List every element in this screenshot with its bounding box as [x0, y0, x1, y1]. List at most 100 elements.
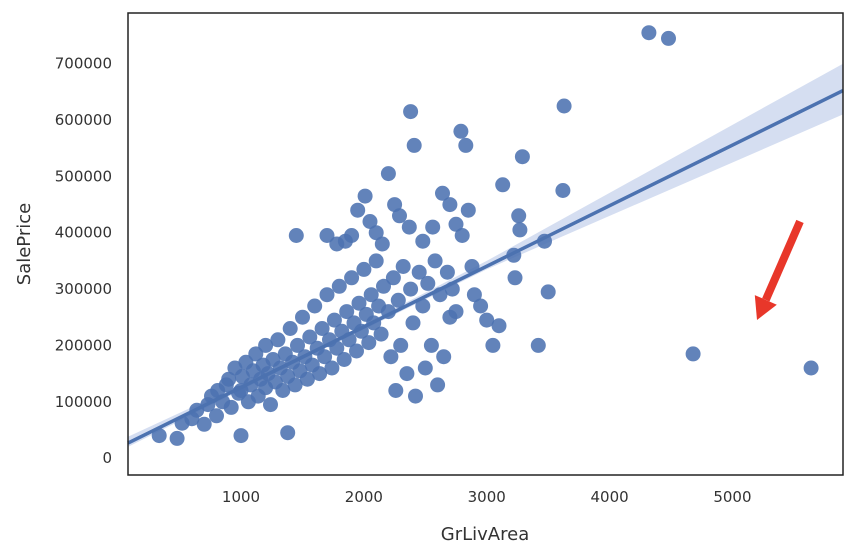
data-point — [453, 123, 469, 139]
y-tick-label: 700000 — [55, 55, 112, 73]
data-point — [556, 98, 572, 114]
data-point — [466, 287, 482, 303]
data-point — [356, 261, 372, 277]
data-point — [555, 183, 571, 198]
data-point — [495, 177, 511, 193]
data-point — [329, 340, 345, 356]
data-point — [511, 208, 527, 224]
data-point — [196, 416, 212, 432]
data-point — [324, 360, 340, 376]
y-tick-label: 600000 — [55, 111, 112, 129]
data-point — [351, 295, 367, 311]
x-tick-label: 3000 — [468, 488, 506, 506]
x-axis-label: GrLivArea — [441, 524, 529, 545]
points-layer — [151, 25, 819, 446]
data-point — [540, 284, 556, 300]
data-point — [401, 219, 417, 235]
data-point — [436, 349, 452, 365]
y-tick-label: 400000 — [55, 224, 112, 242]
data-point — [209, 408, 224, 424]
data-point — [530, 337, 546, 353]
data-point — [415, 233, 431, 249]
x-tick-label: 2000 — [345, 488, 383, 506]
data-point — [473, 298, 489, 314]
data-point — [374, 236, 390, 252]
data-point — [223, 399, 239, 415]
data-point — [380, 166, 396, 182]
data-point — [390, 292, 406, 308]
data-point — [151, 428, 167, 444]
data-point — [363, 287, 379, 303]
data-point — [288, 228, 304, 243]
data-point — [448, 304, 464, 320]
data-point — [485, 337, 501, 353]
annotation-arrow-shaft — [762, 219, 804, 302]
data-point — [430, 377, 446, 393]
data-point — [491, 318, 507, 334]
plot-frame — [127, 12, 844, 476]
data-point — [417, 360, 433, 376]
data-point — [221, 371, 237, 387]
annotation-arrow-head — [754, 295, 777, 321]
data-point — [362, 214, 378, 229]
data-point — [388, 383, 404, 398]
data-point — [415, 298, 431, 314]
data-point — [339, 304, 355, 320]
data-point — [275, 383, 291, 398]
data-point — [479, 312, 495, 328]
data-point — [299, 371, 315, 387]
data-point — [376, 278, 391, 294]
data-point — [454, 228, 470, 243]
data-point — [319, 287, 335, 303]
data-point — [319, 228, 335, 243]
data-point — [661, 30, 676, 46]
data-point — [393, 337, 409, 353]
y-tick-label: 200000 — [55, 336, 112, 354]
y-tick-label: 300000 — [55, 280, 112, 298]
data-point — [282, 321, 298, 336]
y-tick-label: 100000 — [55, 393, 112, 411]
data-point — [349, 343, 364, 359]
data-point — [803, 360, 819, 376]
data-point — [169, 430, 185, 446]
data-point — [387, 197, 403, 213]
data-point — [317, 349, 333, 365]
data-point — [326, 312, 342, 328]
data-point — [302, 329, 318, 345]
data-point — [385, 270, 401, 286]
data-point — [403, 281, 419, 297]
data-point — [641, 25, 657, 41]
x-tick-label: 5000 — [713, 488, 751, 506]
data-point — [270, 332, 286, 348]
data-point — [307, 298, 323, 314]
y-tick-label: 500000 — [55, 167, 112, 185]
data-point — [395, 259, 411, 274]
data-point — [685, 346, 701, 362]
data-point — [427, 253, 443, 269]
data-point — [290, 337, 305, 353]
data-point — [233, 428, 249, 444]
data-point — [514, 149, 530, 165]
data-point — [361, 335, 377, 351]
data-point — [458, 137, 474, 153]
data-point — [512, 222, 528, 238]
y-axis-ticks: 0 100000 200000 300000 400000 500000 600000 700… — [55, 55, 112, 467]
data-point — [406, 137, 422, 153]
data-point — [344, 228, 360, 243]
data-point — [460, 202, 476, 218]
data-point — [425, 219, 441, 235]
data-point — [368, 225, 384, 241]
data-point — [435, 185, 450, 201]
data-point — [383, 349, 399, 365]
data-point — [423, 337, 439, 353]
data-point — [420, 275, 436, 291]
data-point — [314, 321, 330, 336]
data-point — [373, 326, 389, 342]
x-tick-label: 1000 — [222, 488, 260, 506]
data-point — [442, 197, 458, 213]
y-tick-label: 0 — [102, 449, 112, 467]
data-point — [405, 315, 421, 331]
data-point — [295, 309, 310, 325]
data-point — [263, 397, 278, 413]
